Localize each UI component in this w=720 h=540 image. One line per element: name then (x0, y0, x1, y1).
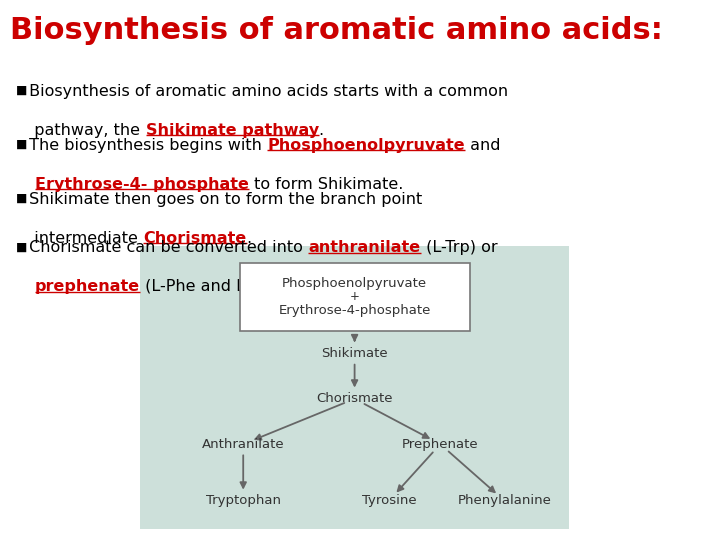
Text: ■: ■ (16, 240, 27, 253)
Text: Chorismate can be converted into: Chorismate can be converted into (24, 240, 308, 255)
Text: Tryptophan: Tryptophan (206, 494, 281, 508)
Text: .: . (247, 231, 252, 246)
FancyBboxPatch shape (240, 263, 469, 330)
Text: ■: ■ (16, 192, 27, 205)
Text: Biosynthesis of aromatic amino acids:: Biosynthesis of aromatic amino acids: (10, 16, 663, 45)
Text: Shikimate: Shikimate (321, 347, 388, 360)
Text: Phenylalanine: Phenylalanine (458, 494, 552, 508)
Text: Shikimate then goes on to form the branch point: Shikimate then goes on to form the branc… (24, 192, 423, 207)
Text: and: and (465, 138, 500, 153)
Text: ■: ■ (16, 84, 27, 97)
Text: Prephenate: Prephenate (402, 437, 479, 451)
Text: Erythrose-4-phosphate: Erythrose-4-phosphate (279, 304, 431, 317)
Text: The biosynthesis begins with: The biosynthesis begins with (24, 138, 268, 153)
Text: (L-Trp) or: (L-Trp) or (420, 240, 498, 255)
Text: ■: ■ (16, 138, 27, 151)
Text: Phosphoenolpyruvate: Phosphoenolpyruvate (268, 138, 465, 153)
Text: Anthranilate: Anthranilate (202, 437, 284, 451)
Text: (L-Phe and L-Tyr).: (L-Phe and L-Tyr). (140, 279, 284, 294)
Text: Chorismate: Chorismate (143, 231, 247, 246)
Text: Shikimate pathway: Shikimate pathway (145, 123, 319, 138)
Text: anthranilate: anthranilate (308, 240, 420, 255)
Text: Chorismate: Chorismate (316, 392, 393, 406)
Text: Phosphoenolpyruvate: Phosphoenolpyruvate (282, 276, 427, 289)
Text: Erythrose-4- phosphate: Erythrose-4- phosphate (35, 177, 248, 192)
Text: Tyrosine: Tyrosine (361, 494, 416, 508)
Text: Biosynthesis of aromatic amino acids starts with a common: Biosynthesis of aromatic amino acids sta… (24, 84, 508, 99)
Text: intermediate: intermediate (24, 231, 143, 246)
Text: .: . (319, 123, 324, 138)
FancyBboxPatch shape (140, 246, 569, 529)
Text: pathway, the: pathway, the (24, 123, 145, 138)
Text: to form Shikimate.: to form Shikimate. (248, 177, 403, 192)
Text: prephenate: prephenate (35, 279, 140, 294)
Text: +: + (350, 290, 359, 303)
